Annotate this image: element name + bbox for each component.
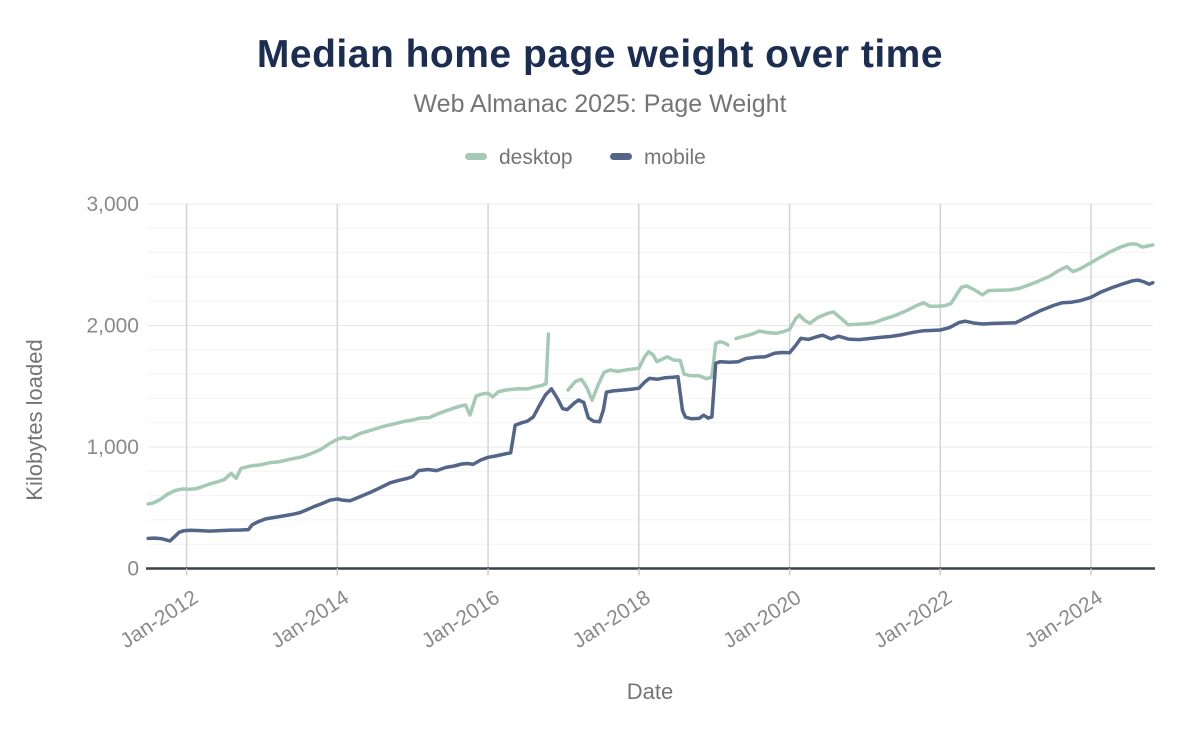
legend-item-mobile[interactable]: mobile [610,146,706,169]
grid-minor-horizontal [148,227,1153,545]
legend-label-mobile: mobile [644,146,706,169]
x-tick-label: Jan-2020 [719,586,805,653]
y-tick-label: 2,000 [86,315,139,338]
chart-subtitle: Web Almanac 2025: Page Weight [414,90,787,118]
y-tick-label: 3,000 [86,193,139,216]
series-line-desktop [146,332,551,506]
series-lines [146,242,1155,543]
x-tick-label: Jan-2022 [870,586,956,653]
x-tick-label: Jan-2024 [1021,586,1107,653]
grid-major-horizontal [148,203,1153,448]
x-axis-title: Date [627,679,673,704]
legend-label-desktop: desktop [499,146,573,169]
x-tick-label: Jan-2014 [267,586,353,653]
x-axis-tick-labels: Jan-2012 Jan-2014 Jan-2016 Jan-2018 Jan-2020… [116,586,1107,653]
legend-swatch-mobile [610,153,632,160]
legend: desktop mobile [465,146,706,169]
y-axis-tick-labels: 0 1,000 2,000 3,000 [86,193,139,581]
x-tick-label: Jan-2012 [116,586,202,653]
series-line-mobile [146,278,1155,543]
chart-title: Median home page weight over time [257,33,943,76]
x-tick-label: Jan-2018 [569,586,655,653]
series-line-desktop [566,339,730,402]
grid-vertical [185,204,1092,569]
y-tick-label: 0 [127,558,139,581]
y-tick-label: 1,000 [86,436,139,459]
x-axis-ticks [185,568,1092,576]
legend-swatch-desktop [465,153,487,160]
legend-item-desktop[interactable]: desktop [465,146,573,169]
y-axis-title: Kilobytes loaded [22,339,47,500]
series-line-desktop [734,242,1155,341]
x-tick-label: Jan-2016 [418,586,504,653]
